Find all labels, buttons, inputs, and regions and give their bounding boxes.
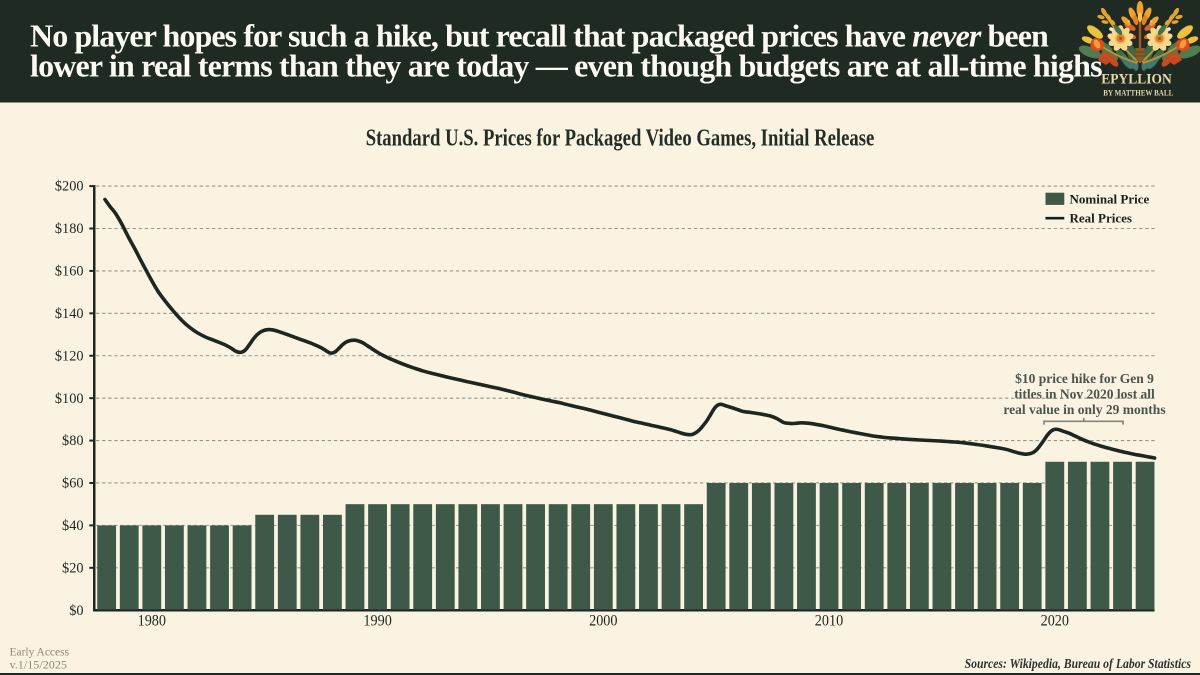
svg-text:$160: $160	[55, 264, 84, 280]
svg-text:$0: $0	[69, 603, 83, 619]
svg-text:$140: $140	[55, 306, 84, 322]
svg-text:$60: $60	[62, 476, 83, 492]
svg-text:Standard U.S. Prices for Packa: Standard U.S. Prices for Packaged Video …	[366, 125, 875, 152]
svg-text:v.1/15/2025: v.1/15/2025	[10, 660, 68, 672]
svg-text:$10 price hike for Gen 9: $10 price hike for Gen 9	[1015, 371, 1154, 386]
svg-text:real value in only 29 months: real value in only 29 months	[1003, 402, 1165, 417]
svg-text:1980: 1980	[138, 613, 167, 630]
svg-text:$120: $120	[55, 348, 84, 364]
svg-text:No player hopes for such a hik: No player hopes for such a hike, but rec…	[30, 17, 1049, 53]
svg-text:$200: $200	[55, 179, 84, 195]
svg-text:2000: 2000	[589, 613, 618, 630]
svg-text:titles in Nov 2020 lost all: titles in Nov 2020 lost all	[1014, 387, 1155, 402]
svg-text:$80: $80	[62, 433, 83, 449]
svg-text:2020: 2020	[1041, 613, 1070, 630]
svg-text:Early Access: Early Access	[10, 647, 70, 659]
svg-text:2010: 2010	[815, 613, 844, 630]
svg-text:$100: $100	[55, 391, 84, 407]
svg-text:$40: $40	[62, 518, 83, 534]
svg-text:EPYLLION: EPYLLION	[1101, 71, 1172, 87]
svg-text:Real Prices: Real Prices	[1070, 211, 1132, 226]
svg-text:$180: $180	[55, 221, 84, 237]
svg-text:$20: $20	[62, 560, 83, 576]
svg-text:Sources: Wikipedia, Bureau of: Sources: Wikipedia, Bureau of Labor Stat…	[965, 656, 1191, 671]
svg-text:lower in real terms than they: lower in real terms than they are today …	[30, 47, 1102, 83]
svg-text:Nominal Price: Nominal Price	[1070, 191, 1150, 206]
svg-text:BY MATTHEW BALL: BY MATTHEW BALL	[1103, 88, 1173, 97]
svg-text:1990: 1990	[363, 613, 392, 630]
